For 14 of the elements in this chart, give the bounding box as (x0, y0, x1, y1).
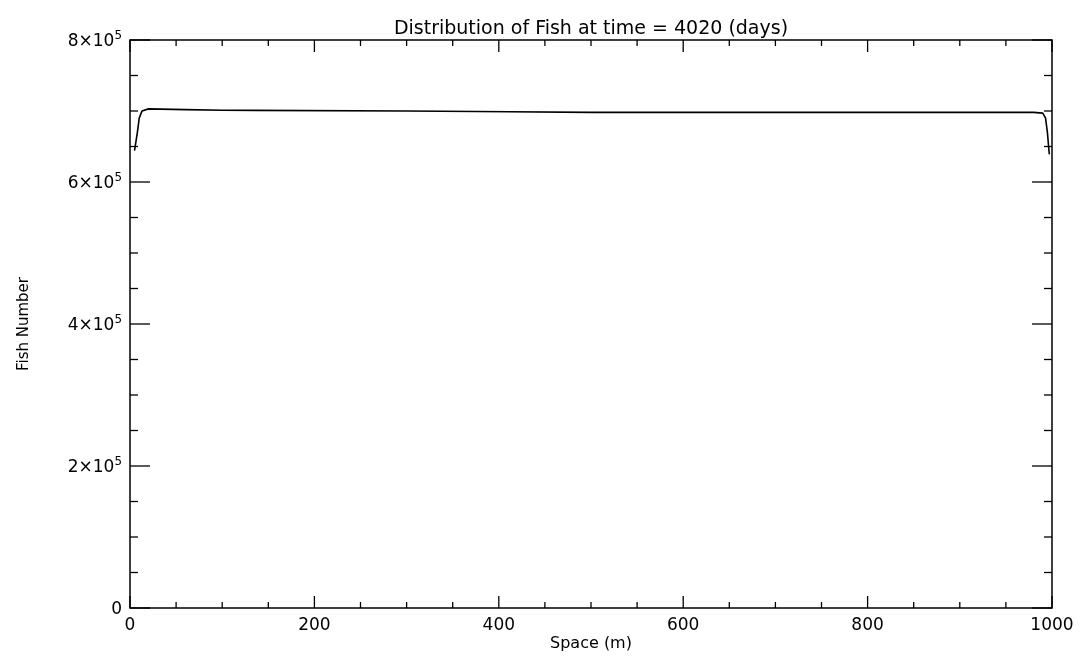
x-tick-label: 600 (666, 614, 700, 634)
y-tick-label: 8×10$^{5}$ (67, 28, 122, 50)
x-tick-label: 800 (851, 614, 884, 634)
x-axis-title: Space (m) (550, 633, 632, 652)
y-tick-label: 0 (111, 598, 122, 618)
y-tick-label: 6×10$^{5}$ (67, 170, 122, 192)
y-axis-title: Fish Number (14, 276, 32, 372)
x-tick-label: 0 (124, 614, 136, 634)
y-tick-label: 2×10$^{5}$ (67, 454, 122, 476)
chart-title: Distribution of Fish at time = 4020 (days) (393, 16, 789, 38)
x-tick-label: 200 (298, 614, 331, 634)
y-tick-label: 4×10$^{5}$ (67, 312, 122, 334)
x-tick-label: 1000 (1030, 614, 1074, 634)
x-tick-label: 400 (482, 614, 516, 634)
